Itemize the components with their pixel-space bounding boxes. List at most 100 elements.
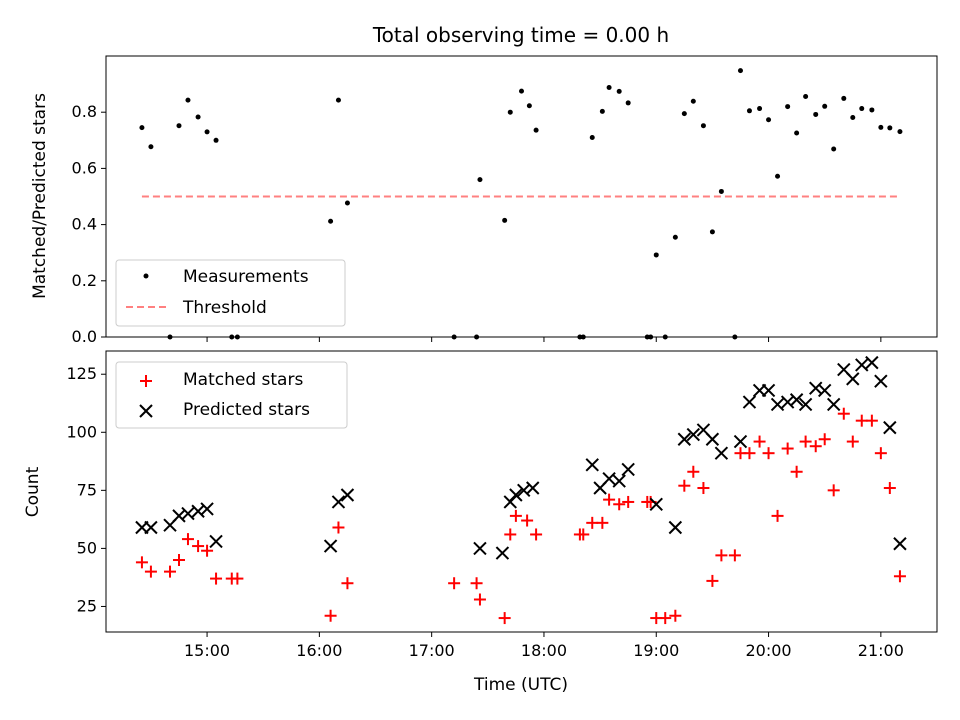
- predicted-star-point: [331, 495, 346, 509]
- bottom-y-ticks: 25 50 75 100 125: [66, 364, 106, 615]
- predicted-star-point: [883, 420, 897, 435]
- bottom-x-ticks: 15:00 16:00 17:00 18:00 19:00 20:00 21:00: [184, 632, 904, 660]
- matched-star-point: [687, 465, 700, 478]
- bottom-x-tick-label: 21:00: [858, 641, 904, 660]
- bottom-y-tick-label: 50: [77, 538, 97, 557]
- matched-star-point: [448, 577, 461, 590]
- predicted-star-point: [742, 395, 757, 409]
- legend-predicted-marker: [139, 404, 153, 418]
- matched-star-point: [135, 556, 148, 569]
- measurement-point: [204, 129, 210, 135]
- matched-star-point: [827, 484, 840, 497]
- predicted-star-point: [473, 541, 487, 556]
- matched-star-point: [577, 528, 590, 541]
- matched-star-point: [781, 442, 794, 455]
- matched-star-point: [743, 447, 756, 460]
- matched-star-point: [728, 549, 741, 562]
- matched-star-point: [883, 482, 896, 495]
- predicted-star-point: [733, 434, 748, 449]
- matched-stars-series: [135, 407, 906, 625]
- legend-matched-label: Matched stars: [183, 370, 303, 390]
- measurement-point: [850, 115, 856, 121]
- measurement-point: [803, 93, 809, 99]
- measurement-point: [213, 137, 219, 143]
- bottom-axes-frame: [105, 350, 938, 633]
- top-legend: Measurements Threshold: [115, 259, 346, 327]
- predicted-star-point: [846, 372, 860, 386]
- measurement-point: [526, 103, 532, 109]
- matched-star-point: [659, 612, 672, 625]
- predicted-star-point: [509, 488, 523, 502]
- measurement-point: [766, 117, 772, 123]
- measurement-point: [690, 98, 696, 104]
- measurement-point: [580, 334, 586, 340]
- predicted-star-point: [200, 502, 214, 516]
- matched-star-point: [893, 570, 906, 583]
- measurement-point: [709, 229, 715, 235]
- measurement-point: [599, 108, 605, 114]
- measurement-point: [869, 107, 875, 113]
- measurement-point: [878, 124, 884, 130]
- top-y-ticks: 0.0 0.2 0.4 0.6 0.8: [72, 102, 106, 346]
- bottom-y-tick-label: 75: [77, 480, 97, 499]
- predicted-star-point: [181, 506, 195, 521]
- measurements-series: [139, 68, 903, 340]
- legend-measurements-label: Measurements: [183, 267, 309, 287]
- measurement-point: [653, 252, 659, 258]
- predicted-star-point: [826, 397, 841, 412]
- predicted-star-point: [714, 446, 729, 460]
- matched-star-point: [837, 407, 850, 420]
- predicted-stars-series: [135, 355, 907, 560]
- x-axis-label: Time (UTC): [473, 675, 568, 695]
- predicted-star-point: [668, 520, 683, 535]
- predicted-star-point: [172, 509, 186, 523]
- top-y-tick-label: 0.2: [72, 271, 97, 290]
- top-y-tick-label: 0.6: [72, 158, 97, 177]
- measurement-point: [648, 334, 654, 340]
- predicted-star-point: [761, 383, 776, 398]
- matched-star-point: [622, 495, 635, 508]
- measurement-point: [477, 177, 483, 183]
- predicted-star-point: [855, 358, 869, 372]
- predicted-star-point: [865, 355, 879, 370]
- predicted-star-point: [612, 474, 626, 488]
- top-y-axis-label: Matched/Predicted stars: [30, 93, 50, 299]
- matched-star-point: [799, 435, 812, 448]
- predicted-star-point: [686, 427, 701, 442]
- predicted-star-point: [649, 497, 663, 511]
- matched-star-point: [762, 447, 775, 460]
- predicted-star-point: [874, 374, 888, 388]
- top-x-ticks: [206, 337, 882, 342]
- matched-star-point: [530, 528, 543, 541]
- matched-star-point: [846, 435, 859, 448]
- bottom-y-tick-label: 100: [66, 422, 97, 441]
- measurement-point: [148, 144, 154, 150]
- matched-star-point: [192, 540, 205, 553]
- top-y-tick-label: 0.4: [72, 215, 97, 234]
- measurement-point: [794, 130, 800, 136]
- predicted-star-point: [323, 539, 338, 553]
- measurement-point: [167, 334, 173, 340]
- bottom-panel: 25 50 75 100 125 15:00 16:00 17:00 18:00 19:00 20…: [23, 350, 938, 695]
- measurement-point: [344, 200, 350, 206]
- predicted-star-point: [770, 397, 785, 412]
- bottom-x-tick-label: 17:00: [409, 641, 455, 660]
- matched-star-point: [498, 612, 511, 625]
- matched-star-point: [521, 514, 534, 527]
- predicted-star-point: [893, 537, 907, 551]
- measurement-point: [700, 123, 706, 129]
- matched-star-point: [341, 577, 354, 590]
- matched-star-point: [144, 565, 157, 578]
- bottom-x-tick-label: 20:00: [745, 641, 791, 660]
- measurement-point: [859, 106, 865, 112]
- predicted-star-point: [798, 397, 813, 412]
- predicted-star-point: [789, 393, 804, 407]
- measurement-point: [533, 127, 539, 133]
- chart-title: Total observing time = 0.00 h: [372, 23, 669, 47]
- measurement-point: [519, 88, 524, 94]
- predicted-star-point: [585, 458, 599, 472]
- measurement-point: [887, 125, 893, 131]
- measurement-point: [681, 111, 687, 117]
- measurement-point: [662, 334, 668, 340]
